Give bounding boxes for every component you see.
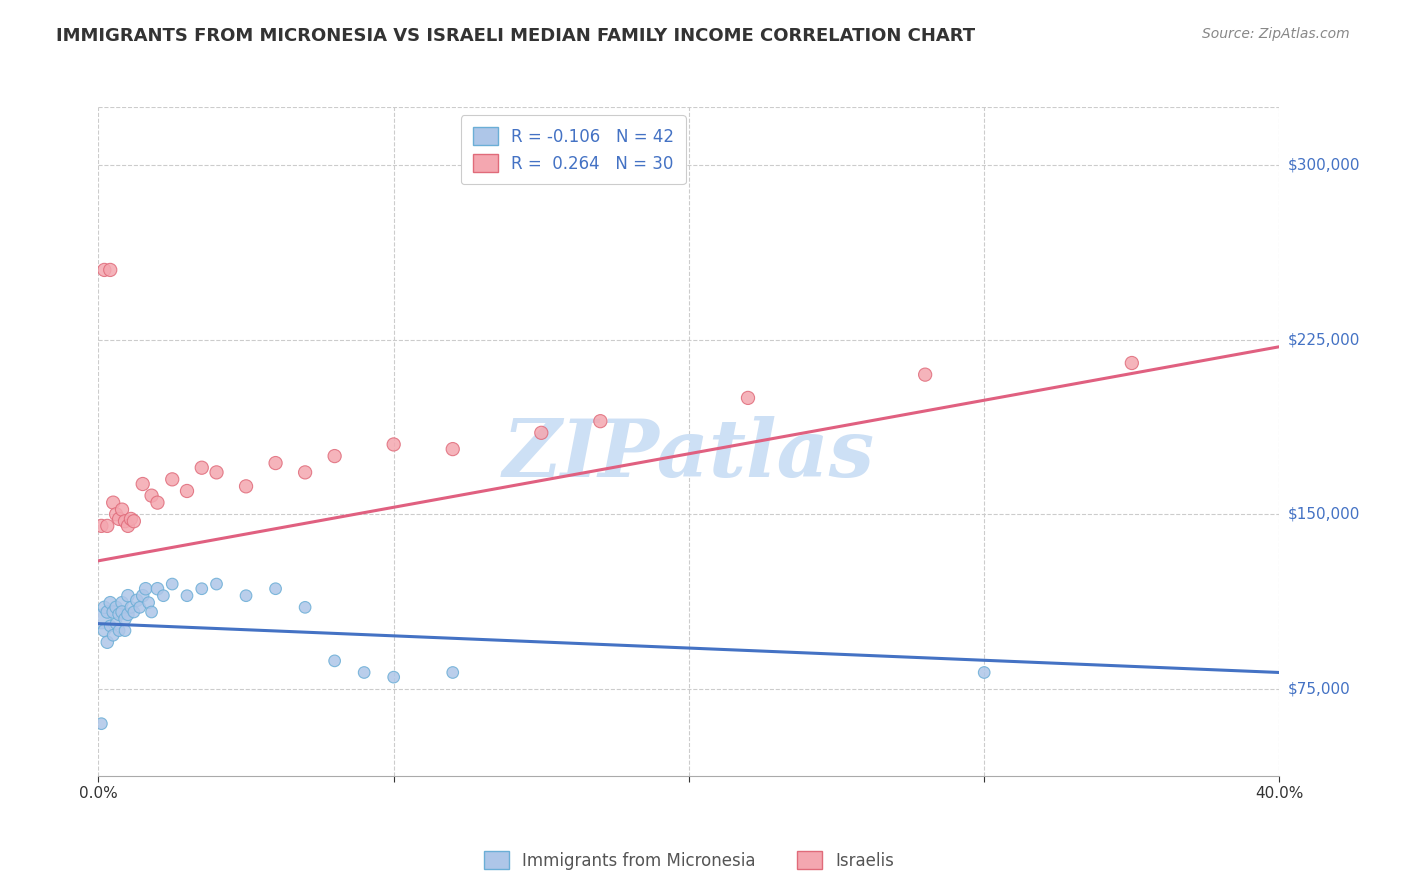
Point (132, 477, 155, 491)
Point (114, 624, 136, 638)
Text: IMMIGRANTS FROM MICRONESIA VS ISRAELI MEDIAN FAMILY INCOME CORRELATION CHART: IMMIGRANTS FROM MICRONESIA VS ISRAELI ME… (56, 27, 976, 45)
Point (146, 582, 169, 596)
Point (96, 519, 118, 533)
Point (103, 495, 125, 509)
Point (96, 635, 118, 649)
Point (120, 512, 142, 526)
Point (191, 582, 214, 596)
Point (111, 502, 134, 516)
Point (90, 612, 112, 626)
Point (96, 605, 118, 619)
Point (176, 483, 198, 498)
Point (98, 596, 121, 610)
Point (205, 577, 228, 591)
Point (108, 607, 131, 622)
Point (191, 460, 214, 475)
Point (441, 665, 464, 680)
Point (93, 263, 115, 277)
Point (111, 605, 134, 619)
Point (162, 472, 183, 486)
Point (162, 577, 183, 591)
Point (152, 589, 174, 603)
Point (264, 456, 287, 470)
Point (90, 716, 112, 731)
Point (103, 605, 125, 619)
Point (90, 519, 112, 533)
Point (98, 619, 121, 633)
Point (530, 425, 553, 440)
Text: Source: ZipAtlas.com: Source: ZipAtlas.com (1202, 27, 1350, 41)
Point (914, 368, 936, 382)
Point (138, 596, 160, 610)
Point (589, 414, 612, 428)
Text: $225,000: $225,000 (1288, 332, 1360, 347)
Point (93, 600, 115, 615)
Point (117, 607, 139, 622)
Point (132, 589, 155, 603)
Point (441, 442, 464, 456)
Point (176, 589, 198, 603)
Point (737, 391, 759, 405)
Point (108, 512, 131, 526)
Point (103, 628, 125, 642)
Point (146, 495, 169, 509)
Text: $75,000: $75,000 (1288, 681, 1351, 697)
Point (294, 600, 316, 615)
Point (117, 589, 139, 603)
Point (235, 479, 257, 493)
Point (141, 489, 163, 503)
Point (264, 582, 287, 596)
Point (1121, 356, 1143, 370)
Point (111, 596, 134, 610)
Legend: Immigrants from Micronesia, Israelis: Immigrants from Micronesia, Israelis (477, 845, 901, 877)
Point (323, 654, 346, 668)
Text: $150,000: $150,000 (1288, 507, 1360, 522)
Point (141, 605, 163, 619)
Text: $300,000: $300,000 (1288, 158, 1360, 173)
Point (353, 665, 375, 680)
Point (205, 466, 228, 480)
Point (120, 600, 142, 615)
Point (382, 437, 405, 451)
Point (122, 605, 145, 619)
Point (382, 670, 405, 684)
Point (93, 624, 115, 638)
Point (105, 600, 128, 615)
Point (973, 665, 995, 680)
Point (114, 612, 136, 626)
Point (105, 508, 128, 522)
Point (105, 616, 128, 631)
Point (294, 466, 316, 480)
Point (122, 514, 145, 528)
Point (98, 263, 121, 277)
Point (114, 514, 136, 528)
Point (323, 449, 346, 463)
Text: ZIPatlas: ZIPatlas (503, 417, 875, 493)
Point (108, 624, 131, 638)
Point (135, 582, 157, 596)
Point (117, 519, 139, 533)
Point (125, 593, 148, 607)
Point (235, 589, 257, 603)
Point (128, 600, 150, 615)
